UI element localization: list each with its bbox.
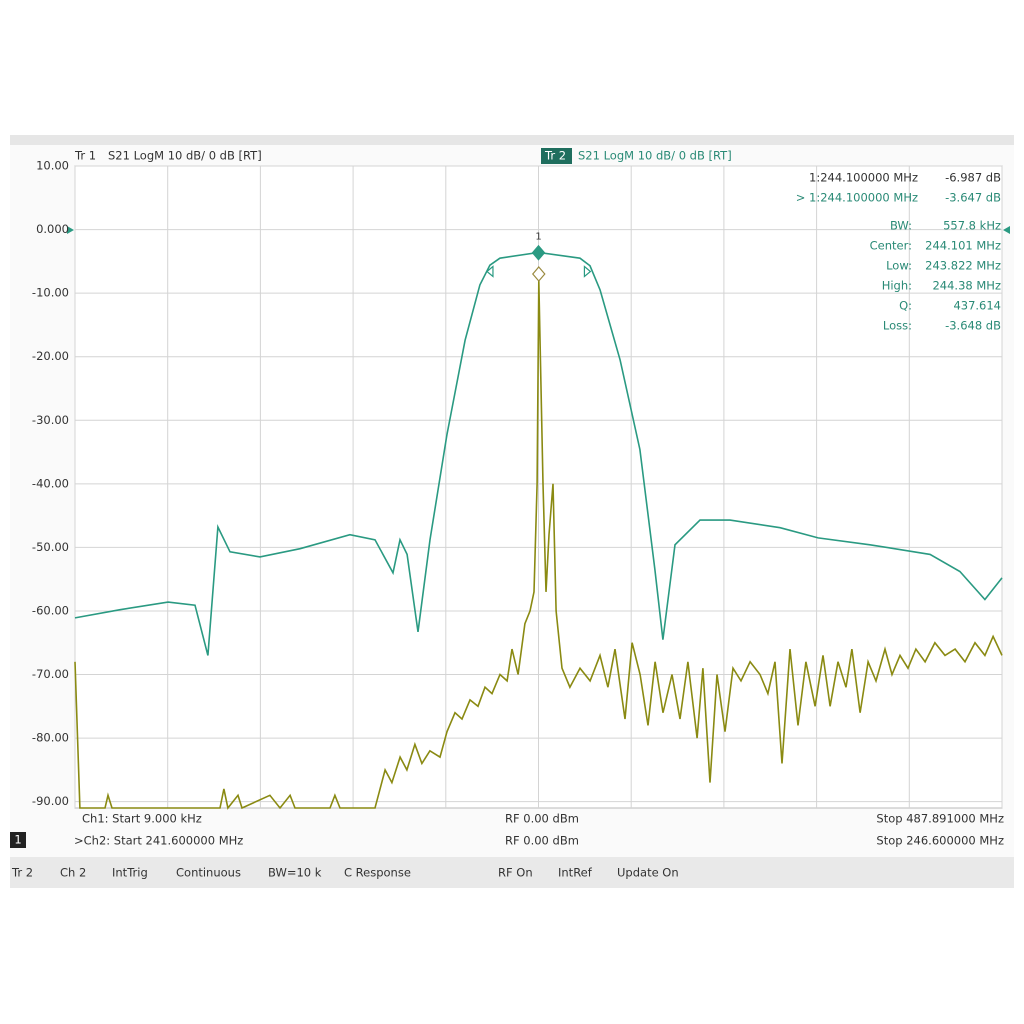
status-item[interactable]: BW=10 k: [268, 866, 322, 880]
y-tick-label: -90.00: [32, 794, 69, 808]
readout-label: > 1:244.100000 MHz: [796, 191, 918, 205]
ref-arrow: [1003, 226, 1010, 234]
window-number: 1: [14, 833, 21, 847]
readout-label: BW:: [890, 219, 912, 233]
ref-arrow: [67, 226, 74, 234]
status-item[interactable]: Update On: [617, 866, 679, 880]
footer-text: Stop 487.891000 MHz: [876, 812, 1004, 826]
trace-label: Tr 2: [544, 149, 566, 163]
marker-label: 1: [535, 232, 541, 243]
trace-format: S21 LogM 10 dB/ 0 dB [RT]: [108, 149, 262, 163]
trace: [74, 280, 1003, 810]
readout-label: Q:: [899, 299, 912, 313]
readout-label: High:: [882, 279, 912, 293]
bw-marker: [486, 265, 494, 278]
top-edge: [10, 135, 1014, 145]
readout-label: 1:244.100000 MHz: [809, 171, 918, 185]
y-tick-label: 0.000: [36, 222, 69, 236]
readout-value: -3.647 dB: [945, 191, 1001, 205]
y-tick-label: -30.00: [32, 413, 69, 427]
status-item[interactable]: Continuous: [176, 866, 241, 880]
trace-label: Tr 1: [74, 149, 96, 163]
status-item[interactable]: Ch 2: [60, 866, 86, 880]
footer-text: >Ch2: Start 241.600000 MHz: [74, 834, 243, 848]
status-item[interactable]: Tr 2: [11, 866, 33, 880]
footer-text: RF 0.00 dBm: [505, 834, 579, 848]
y-tick-label: 10.00: [36, 159, 69, 173]
bw-marker: [583, 265, 592, 278]
y-tick-label: -40.00: [32, 476, 69, 490]
footer: Ch1: Start 9.000 kHz RF 0.00 dBm Stop 48…: [10, 812, 1004, 848]
readout-value: 243.822 MHz: [925, 259, 1001, 273]
readout-value: 557.8 kHz: [943, 219, 1001, 233]
marker: [531, 244, 546, 261]
y-tick-label: -80.00: [32, 731, 69, 745]
marker: [531, 266, 546, 282]
readout-value: 437.614: [953, 299, 1001, 313]
footer-text: RF 0.00 dBm: [505, 812, 579, 826]
status-item[interactable]: RF On: [498, 866, 533, 880]
trace-format: S21 LogM 10 dB/ 0 dB [RT]: [578, 149, 732, 163]
y-tick-label: -20.00: [32, 349, 69, 363]
trace: [74, 251, 1003, 656]
status-bar: [10, 857, 1014, 888]
readout-value: 244.101 MHz: [925, 239, 1001, 253]
y-tick-label: -10.00: [32, 286, 69, 300]
status-item[interactable]: IntTrig: [112, 866, 148, 880]
window-box: [10, 832, 26, 848]
readout-label: Low:: [886, 259, 912, 273]
readout-label: Loss:: [883, 319, 912, 333]
active-trace-box: [541, 148, 572, 164]
footer-text: Stop 246.600000 MHz: [876, 834, 1004, 848]
status-item[interactable]: C Response: [344, 866, 411, 880]
readout-value: -3.648 dB: [945, 319, 1001, 333]
readout-label: Center:: [870, 239, 912, 253]
readout-value: 244.38 MHz: [932, 279, 1001, 293]
status-item[interactable]: IntRef: [558, 866, 593, 880]
y-tick-label: -70.00: [32, 667, 69, 681]
y-tick-label: -60.00: [32, 603, 69, 617]
readout-value: -6.987 dB: [945, 171, 1001, 185]
y-tick-label: -50.00: [32, 540, 69, 554]
footer-text: Ch1: Start 9.000 kHz: [82, 812, 202, 826]
